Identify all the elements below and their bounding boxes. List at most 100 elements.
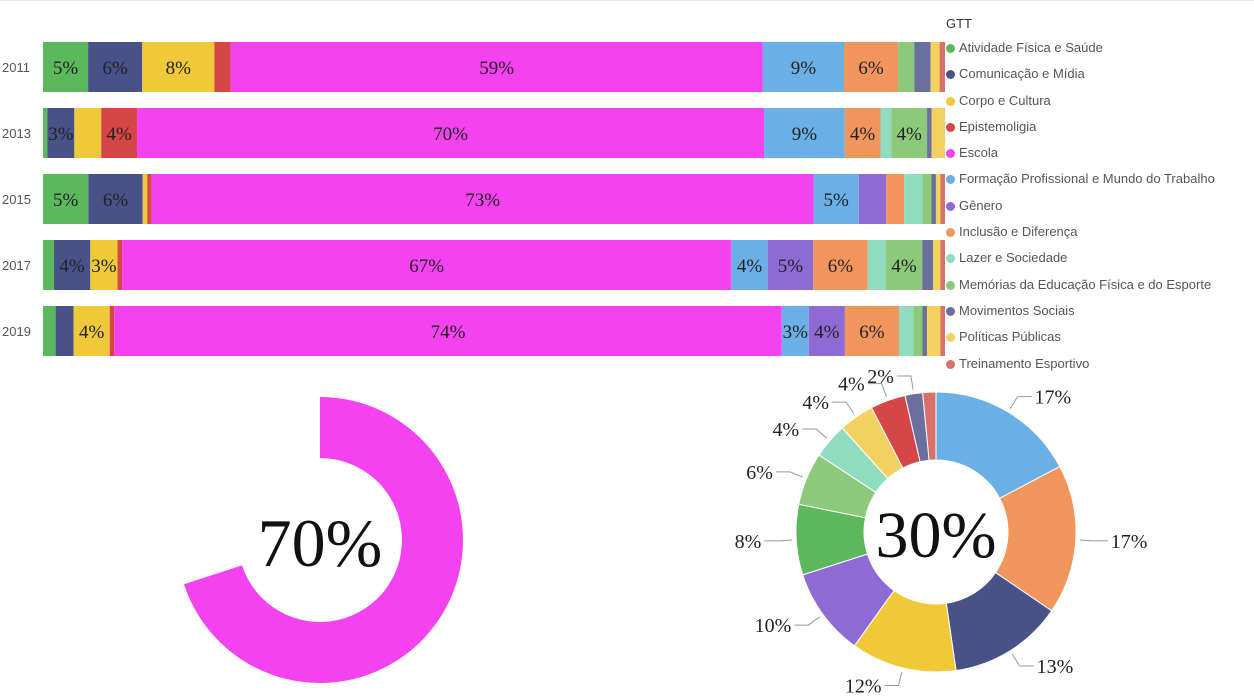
bar-segment	[844, 108, 881, 158]
leader-line	[896, 375, 914, 390]
legend-item[interactable]: Escola	[946, 140, 1254, 166]
bar-segment	[47, 108, 75, 158]
bar-segment	[813, 240, 868, 290]
leader-line	[764, 539, 793, 542]
legend-label: Treinamento Esportivo	[959, 355, 1090, 371]
bar-segment	[935, 174, 941, 224]
bar-segment	[880, 108, 892, 158]
legend-item[interactable]: Treinamento Esportivo	[946, 351, 1254, 377]
bar-segment	[53, 240, 91, 290]
legend-swatch	[946, 280, 955, 290]
data-label: 3%	[48, 124, 74, 145]
gauge-center-label: 70%	[258, 505, 383, 581]
bar-segment	[844, 306, 899, 356]
bar-segment	[88, 42, 143, 92]
bar-segment	[930, 42, 940, 92]
legend-item[interactable]: Corpo e Cultura	[946, 88, 1254, 114]
legend-label: Movimentos Sociais	[959, 302, 1075, 318]
legend-label: Inclusão e Diferença	[959, 224, 1078, 240]
legend-title: GTT	[946, 16, 972, 31]
legend-item[interactable]: Movimentos Sociais	[946, 298, 1254, 324]
y-tick-label: 2011	[2, 60, 30, 75]
bar-segment	[927, 108, 932, 158]
legend-item[interactable]: Políticas Públicas	[946, 324, 1254, 350]
bar-segment	[101, 108, 138, 158]
legend-item[interactable]: Inclusão e Diferença	[946, 219, 1254, 245]
bar-segment	[43, 306, 56, 356]
legend-item[interactable]: Comunicação e Mídia	[946, 61, 1254, 87]
bar-segment	[122, 240, 732, 290]
bar-segment	[214, 42, 231, 92]
gauge-arc	[183, 397, 463, 683]
legend-swatch	[946, 359, 955, 369]
bar-segment	[147, 174, 152, 224]
legend-swatch	[946, 70, 955, 80]
legend-item[interactable]: Memórias da Educação Física e do Esporte	[946, 272, 1254, 298]
legend-label: Gênero	[959, 197, 1003, 213]
bar-segment	[43, 240, 54, 290]
legend-label: Escola	[959, 145, 999, 161]
bar-segment	[109, 306, 115, 356]
legend-swatch	[946, 201, 955, 211]
data-label: 4%	[897, 124, 923, 145]
bar-segment	[88, 174, 143, 224]
legend-swatch	[946, 96, 955, 106]
bar-segment	[43, 42, 89, 92]
bar-segment	[939, 42, 945, 92]
data-label: 4%	[106, 124, 132, 145]
data-label: 73%	[465, 190, 500, 211]
bar-segment	[43, 108, 48, 158]
bar-segment	[922, 174, 932, 224]
leader-line	[867, 383, 887, 397]
slice-label: 4%	[802, 392, 829, 414]
bar-segment	[142, 174, 148, 224]
leader-line	[1079, 539, 1108, 542]
bar-segment	[940, 306, 945, 356]
leader-line	[884, 671, 903, 687]
bar-segment	[940, 174, 945, 224]
y-tick-label: 2013	[2, 126, 31, 141]
slice-label: 13%	[1037, 656, 1074, 678]
bar-segment	[867, 240, 886, 290]
bar-segment	[764, 108, 845, 158]
donut-slice	[922, 391, 937, 461]
bar-segment	[90, 240, 118, 290]
gauge-chart: 70%	[183, 397, 463, 683]
legend-label: Comunicação e Mídia	[959, 66, 1085, 82]
bar-segment	[898, 42, 915, 92]
legend-item[interactable]: Epistemoligia	[946, 114, 1254, 140]
slice-label: 8%	[735, 531, 762, 553]
bar-segment	[904, 174, 923, 224]
data-label: 4%	[891, 256, 917, 277]
legend-item[interactable]: Gênero	[946, 193, 1254, 219]
data-label: 6%	[858, 58, 884, 79]
bar-segment	[74, 108, 102, 158]
data-label: 4%	[79, 322, 105, 343]
bar-segment	[151, 174, 814, 224]
data-label: 3%	[91, 256, 117, 277]
data-label: 6%	[103, 190, 129, 211]
slice-label: 17%	[1035, 387, 1072, 409]
data-label: 70%	[433, 124, 468, 145]
bar-segment	[885, 240, 923, 290]
bar-segment	[813, 174, 859, 224]
bar-segment	[940, 240, 945, 290]
bar-segment	[73, 306, 110, 356]
bar-segment	[931, 108, 945, 158]
legend-item[interactable]: Lazer e Sociedade	[946, 245, 1254, 271]
legend-swatch	[946, 149, 955, 159]
bar-segment	[55, 306, 74, 356]
slice-label: 2%	[867, 366, 894, 388]
slice-label: 17%	[1111, 531, 1148, 553]
legend-item[interactable]: Formação Profissional e Mundo do Trabalh…	[946, 166, 1254, 192]
bar-segment	[114, 306, 782, 356]
legend-item[interactable]: Atividade Física e Saúde	[946, 35, 1254, 61]
bar-segment	[922, 306, 927, 356]
legend-label: Memórias da Educação Física e do Esporte	[959, 276, 1212, 292]
bar-segment	[781, 306, 809, 356]
leader-line	[1011, 653, 1034, 667]
slice-label: 10%	[755, 615, 792, 637]
bar-segment	[843, 42, 899, 92]
data-label: 4%	[814, 322, 840, 343]
data-label: 5%	[53, 58, 79, 79]
